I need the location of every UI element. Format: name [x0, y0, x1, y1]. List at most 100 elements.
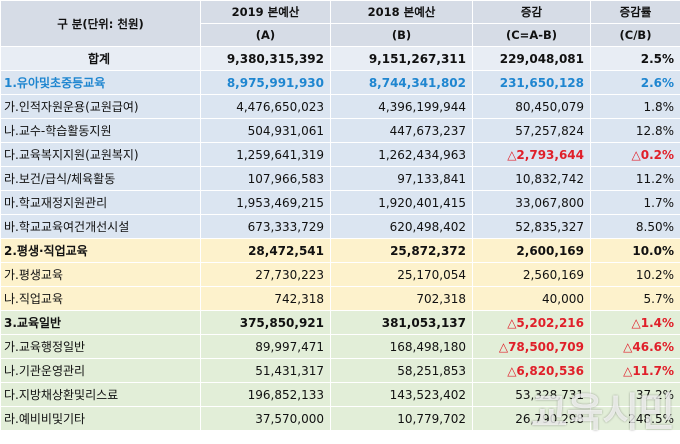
row-category: 라.예비비및기타 [0, 406, 201, 431]
row-2019-value: 9,380,315,392 [200, 46, 331, 71]
row-change-value: 57,257,824 [472, 118, 591, 143]
budget-table: 구 분(단위: 천원) 2019 본예산 2018 본예산 증감 증감률 (A)… [0, 0, 680, 431]
table-row: 마.학교재정지원관리 1,953,469,215 1,920,401,415 33,0… [0, 190, 680, 215]
row-change-rate: △46.6% [590, 334, 680, 359]
row-2018-value: 168,498,180 [330, 334, 473, 359]
table-header: 구 분(단위: 천원) 2019 본예산 2018 본예산 증감 증감률 (A)… [0, 0, 680, 47]
row-category: 1.유아및초중등교육 [0, 70, 201, 95]
table-row: 라.보건/급식/체육활동 107,966,583 97,133,841 10,832,… [0, 166, 680, 191]
row-category: 나.교수-학습활동지원 [0, 118, 201, 143]
row-category: 3.교육일반 [0, 310, 201, 335]
row-change-value: 10,832,742 [472, 166, 591, 191]
table-row: 가.평생교육 27,730,223 25,170,054 2,560,169 10.2% [0, 262, 680, 287]
row-change-rate: △11.7% [590, 358, 680, 383]
row-2019-value: 107,966,583 [200, 166, 331, 191]
row-category: 가.교육행정일반 [0, 334, 201, 359]
table-body: 합계 9,380,315,392 9,151,267,311 229,048,081 2… [0, 46, 680, 431]
header-change-sub: (C=A-B) [472, 23, 591, 47]
header-category: 구 분(단위: 천원) [0, 0, 201, 47]
row-2019-value: 375,850,921 [200, 310, 331, 335]
row-change-rate: 10.0% [590, 238, 680, 263]
row-2018-value: 4,396,199,944 [330, 94, 473, 119]
row-change-rate: 10.2% [590, 262, 680, 287]
row-2018-value: 1,262,434,963 [330, 142, 473, 167]
row-2019-value: 8,975,991,930 [200, 70, 331, 95]
row-change-value: 80,450,079 [472, 94, 591, 119]
row-2018-value: 25,872,372 [330, 238, 473, 263]
row-2019-value: 673,333,729 [200, 214, 331, 239]
row-2019-value: 504,931,061 [200, 118, 331, 143]
row-change-value: 231,650,128 [472, 70, 591, 95]
row-change-rate: 11.2% [590, 166, 680, 191]
row-2018-value: 1,920,401,415 [330, 190, 473, 215]
row-change-value: 2,560,169 [472, 262, 591, 287]
row-change-value: △5,202,216 [472, 310, 591, 335]
row-change-value: 53,328,731 [472, 382, 591, 407]
row-2019-value: 1,953,469,215 [200, 190, 331, 215]
row-change-rate: 1.7% [590, 190, 680, 215]
table-row: 나.기관운영관리 51,431,317 58,251,853 △6,820,536 △1… [0, 358, 680, 383]
row-category: 다.교육복지지원(교원복지) [0, 142, 201, 167]
table-row: 가.교육행정일반 89,997,471 168,498,180 △78,500,709… [0, 334, 680, 359]
row-category: 마.학교재정지원관리 [0, 190, 201, 215]
table-row: 1.유아및초중등교육 8,975,991,930 8,744,341,802 231,… [0, 70, 680, 95]
row-change-value: 33,067,800 [472, 190, 591, 215]
row-2018-value: 9,151,267,311 [330, 46, 473, 71]
row-category: 나.기관운영관리 [0, 358, 201, 383]
row-2019-value: 196,852,133 [200, 382, 331, 407]
row-change-value: 40,000 [472, 286, 591, 311]
table-row: 가.인적자원운용(교원급여) 4,476,650,023 4,396,199,944… [0, 94, 680, 119]
row-2019-value: 28,472,541 [200, 238, 331, 263]
row-category: 가.인적자원운용(교원급여) [0, 94, 201, 119]
row-change-value: 2,600,169 [472, 238, 591, 263]
row-change-rate: 2.5% [590, 46, 680, 71]
row-2018-value: 97,133,841 [330, 166, 473, 191]
row-change-value: △78,500,709 [472, 334, 591, 359]
row-change-value: 26,790,298 [472, 406, 591, 431]
row-2019-value: 1,259,641,319 [200, 142, 331, 167]
table-row: 나.직업교육 742,318 702,318 40,000 5.7% [0, 286, 680, 311]
row-change-value: 229,048,081 [472, 46, 591, 71]
row-change-rate: 12.8% [590, 118, 680, 143]
row-change-value: △2,793,644 [472, 142, 591, 167]
row-change-rate: 5.7% [590, 286, 680, 311]
row-2018-value: 620,498,402 [330, 214, 473, 239]
row-2018-value: 10,779,702 [330, 406, 473, 431]
table-row: 2.평생·직업교육 28,472,541 25,872,372 2,600,169 10… [0, 238, 680, 263]
row-category: 합계 [0, 46, 201, 71]
header-rate-sub: (C/B) [590, 23, 680, 47]
row-2019-value: 51,431,317 [200, 358, 331, 383]
table-row: 바.학교교육여건개선시설 673,333,729 620,498,402 52,835… [0, 214, 680, 239]
header-2018-budget: 2018 본예산 [330, 0, 473, 24]
row-change-rate: 8.50% [590, 214, 680, 239]
row-2018-value: 8,744,341,802 [330, 70, 473, 95]
header-change-rate: 증감률 [590, 0, 680, 24]
row-change-rate: 37.2% [590, 382, 680, 407]
row-category: 다.지방채상환및리스료 [0, 382, 201, 407]
row-change-rate: 248.5% [590, 406, 680, 431]
row-2018-value: 702,318 [330, 286, 473, 311]
header-2019-sub: (A) [200, 23, 331, 47]
row-change-rate: △0.2% [590, 142, 680, 167]
row-change-rate: △1.4% [590, 310, 680, 335]
row-change-value: 52,835,327 [472, 214, 591, 239]
header-2019-budget: 2019 본예산 [200, 0, 331, 24]
table-row: 합계 9,380,315,392 9,151,267,311 229,048,081 2… [0, 46, 680, 71]
row-category: 2.평생·직업교육 [0, 238, 201, 263]
table-row: 나.교수-학습활동지원 504,931,061 447,673,237 57,257,… [0, 118, 680, 143]
header-change: 증감 [472, 0, 591, 24]
table-row: 다.교육복지지원(교원복지) 1,259,641,319 1,262,434,963… [0, 142, 680, 167]
table-row: 라.예비비및기타 37,570,000 10,779,702 26,790,298 24… [0, 406, 680, 431]
row-2019-value: 37,570,000 [200, 406, 331, 431]
row-change-rate: 1.8% [590, 94, 680, 119]
row-change-value: △6,820,536 [472, 358, 591, 383]
row-2018-value: 25,170,054 [330, 262, 473, 287]
row-category: 나.직업교육 [0, 286, 201, 311]
table-row: 3.교육일반 375,850,921 381,053,137 △5,202,216 △1… [0, 310, 680, 335]
row-2019-value: 89,997,471 [200, 334, 331, 359]
row-2018-value: 381,053,137 [330, 310, 473, 335]
table-row: 다.지방채상환및리스료 196,852,133 143,523,402 53,328,… [0, 382, 680, 407]
row-2019-value: 27,730,223 [200, 262, 331, 287]
row-change-rate: 2.6% [590, 70, 680, 95]
